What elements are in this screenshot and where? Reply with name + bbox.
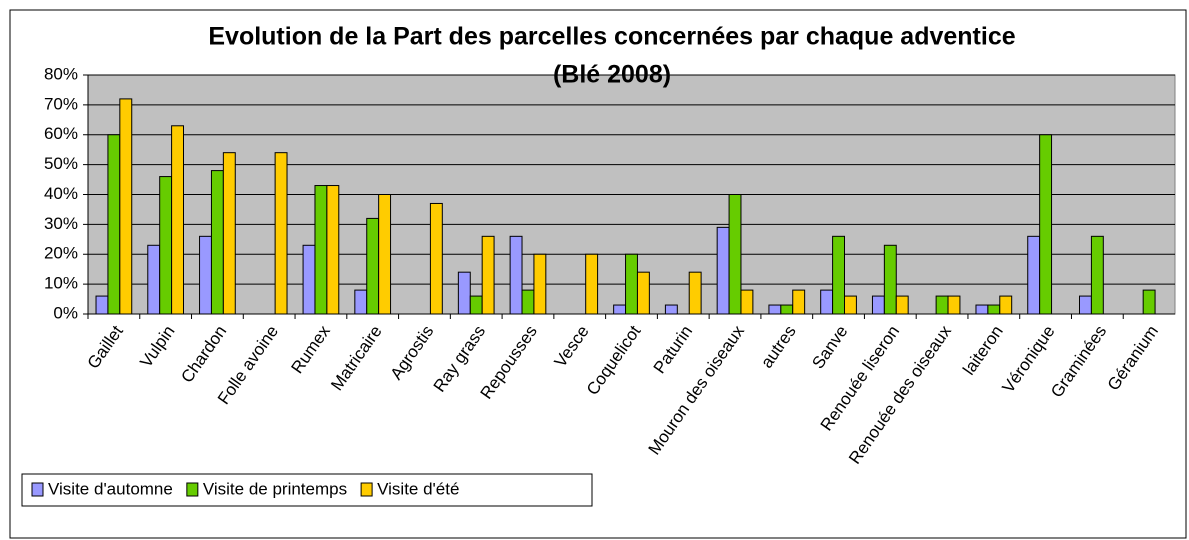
bar: [832, 235, 846, 315]
bar: [1142, 289, 1156, 315]
bar: [1027, 235, 1041, 315]
bar: [159, 176, 173, 315]
bar: [975, 304, 989, 315]
y-tick-label: 10%: [44, 274, 78, 293]
bar: [1090, 235, 1104, 315]
bar: [326, 185, 340, 315]
bar: [107, 134, 121, 315]
bar: [844, 295, 857, 315]
bar: [716, 226, 730, 315]
bar: [509, 235, 523, 315]
bar: [895, 295, 909, 315]
bar: [585, 253, 599, 315]
bar: [728, 194, 742, 315]
bar: [768, 304, 782, 315]
bar: [533, 253, 547, 315]
y-tick-label: 70%: [44, 94, 78, 113]
bar: [871, 295, 885, 315]
bar: [740, 289, 754, 315]
bar: [171, 125, 185, 315]
bar: [947, 295, 961, 315]
bar: [883, 244, 897, 315]
bar: [935, 295, 949, 315]
legend-label: Visite d'automne: [48, 479, 173, 498]
y-tick-label: 80%: [44, 64, 78, 83]
bar: [314, 185, 328, 315]
y-tick-label: 30%: [44, 214, 78, 233]
legend-swatch: [31, 482, 44, 497]
bar: [457, 271, 471, 315]
bar: [469, 295, 483, 315]
y-tick-label: 40%: [44, 184, 78, 203]
bar: [366, 217, 380, 315]
y-tick-label: 50%: [44, 154, 78, 173]
bar: [820, 289, 834, 315]
legend-label: Visite d'été: [377, 479, 459, 498]
bar: [119, 98, 133, 315]
legend-label: Visite de printemps: [203, 479, 347, 498]
chart-title: Evolution de la Part des parcelles conce…: [208, 23, 1015, 51]
bar: [999, 295, 1013, 315]
bar: [95, 295, 109, 315]
bar: [625, 253, 638, 315]
bar: [780, 304, 794, 315]
bar: [613, 304, 627, 315]
bar: [792, 289, 806, 315]
y-tick-label: 0%: [53, 303, 78, 322]
y-tick-label: 60%: [44, 124, 78, 143]
legend-swatch: [360, 482, 373, 497]
bar: [210, 170, 224, 315]
bar: [664, 304, 678, 315]
bar: [1078, 295, 1092, 315]
bar: [274, 152, 288, 315]
bar: [429, 202, 443, 315]
y-tick-label: 20%: [44, 244, 78, 263]
legend: [21, 473, 593, 507]
bar: [1039, 134, 1053, 315]
bar: [987, 304, 1001, 315]
bar: [222, 152, 236, 315]
bar: [688, 271, 702, 315]
legend-swatch: [186, 482, 199, 497]
bar: [481, 235, 495, 315]
bar: [147, 244, 161, 315]
bar: [521, 289, 535, 315]
bar: [302, 244, 316, 315]
bar: [378, 194, 392, 315]
bar: [199, 235, 212, 315]
bar: [636, 271, 650, 315]
bar: [354, 289, 368, 315]
